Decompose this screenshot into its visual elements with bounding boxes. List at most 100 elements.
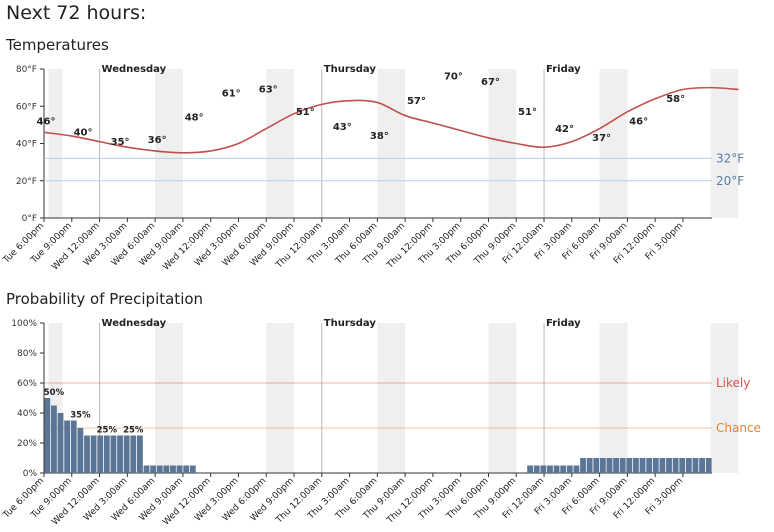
precipitation-chart-title: Probability of Precipitation [6, 290, 204, 308]
temp-data-label: 67° [481, 77, 500, 88]
temp-data-label: 46° [37, 116, 56, 127]
temp-data-label: 58° [666, 94, 685, 105]
temp-data-label: 35° [111, 137, 130, 148]
precip-bar [672, 458, 679, 473]
temperature-chart-title: Temperatures [6, 36, 109, 54]
precip-data-label: 25% [123, 426, 144, 436]
precip-day-label: Wednesday [102, 318, 167, 329]
precip-bar [189, 465, 196, 473]
temp-data-label: 51° [296, 107, 315, 118]
precip-bar [533, 465, 540, 473]
precip-bar [130, 435, 137, 473]
temperature-line [43, 86, 739, 154]
temp-data-label: 36° [148, 135, 167, 146]
temp-data-label: 37° [592, 133, 611, 144]
precip-bar [586, 458, 593, 473]
precip-bar [51, 405, 57, 473]
precip-bar [633, 458, 639, 473]
temp-data-label: 61° [222, 88, 241, 99]
precip-data-label: 50% [44, 388, 65, 398]
precip-bar [593, 458, 600, 473]
precip-bar [566, 465, 573, 473]
precip-y-tick-label: 0% [23, 469, 38, 479]
temp-shade-band [266, 69, 295, 218]
precip-bar [705, 458, 712, 473]
precip-data-label: 25% [97, 426, 118, 436]
precip-bar [70, 420, 77, 473]
precip-shade-band [377, 323, 406, 473]
temp-data-label: 40° [74, 128, 93, 139]
temp-shade-band [155, 69, 183, 218]
temp-reference-label: 20°F [716, 174, 744, 188]
precip-bar [613, 458, 620, 473]
precip-bar [176, 465, 183, 473]
precip-shade-band [599, 323, 628, 473]
precip-bar [580, 458, 586, 473]
precip-bar [90, 435, 97, 473]
precip-bar [170, 465, 176, 473]
temp-y-tick-label: 0°F [22, 214, 37, 224]
temp-data-label: 51° [518, 107, 537, 118]
precip-bar [77, 428, 84, 473]
precip-bar [659, 458, 666, 473]
precip-bar [560, 465, 567, 473]
temp-y-tick-label: 80°F [16, 65, 37, 75]
temp-y-tick-label: 40°F [16, 140, 37, 150]
precip-bar [123, 435, 130, 473]
temp-data-label: 38° [370, 131, 389, 142]
page-title: Next 72 hours: [6, 2, 147, 24]
precip-bar [606, 458, 613, 473]
precip-bar [156, 465, 163, 473]
temp-reference-label: 32°F [716, 151, 744, 165]
temp-shade-band [377, 69, 406, 218]
precip-day-label: Friday [546, 318, 581, 329]
precip-bar [666, 458, 672, 473]
precip-bar [692, 458, 699, 473]
precip-bar [97, 435, 104, 473]
precip-bar [84, 435, 90, 473]
precip-bar [626, 458, 633, 473]
precip-shade-band [155, 323, 183, 473]
precip-y-tick-label: 100% [11, 319, 37, 329]
precip-bar [44, 398, 51, 473]
temp-day-label: Wednesday [102, 64, 167, 75]
precip-bar [619, 458, 626, 473]
precip-day-label: Thursday [324, 318, 377, 329]
precip-bar [699, 458, 705, 473]
precip-shade-band [488, 323, 517, 473]
precip-shade-band [710, 323, 739, 473]
temp-data-label: 57° [407, 96, 426, 107]
temp-data-label: 42° [555, 124, 574, 135]
precip-y-tick-label: 80% [17, 349, 37, 359]
temp-data-label: 70° [444, 72, 463, 83]
precip-bar [573, 465, 580, 473]
precip-bar [639, 458, 646, 473]
precip-bar [103, 435, 110, 473]
precip-bar [527, 465, 534, 473]
precip-bar [163, 465, 170, 473]
temperature-chart: Wednesday Thursday Friday 0°F 20°F 40°F 60°F 80… [1, 64, 744, 273]
precip-bar [110, 435, 117, 473]
precip-bar [57, 413, 64, 473]
precip-y-tick-label: 60% [17, 379, 37, 389]
precip-bar [183, 465, 190, 473]
temp-data-label: 46° [629, 116, 648, 127]
temp-shade-band [599, 69, 628, 218]
temp-shade-band [710, 69, 739, 218]
precip-reference-label: Likely [716, 376, 750, 390]
precip-bar [652, 458, 659, 473]
precip-y-tick-label: 20% [17, 439, 37, 449]
precip-data-label: 35% [70, 411, 91, 421]
temp-day-label: Thursday [324, 64, 377, 75]
temp-y-tick-label: 20°F [16, 177, 37, 187]
temp-y-tick-label: 60°F [16, 102, 37, 112]
temp-data-label: 48° [185, 113, 204, 124]
temp-data-label: 43° [333, 122, 352, 133]
precip-bar [136, 435, 143, 473]
precip-bar [547, 465, 553, 473]
precip-reference-label: Chance [716, 421, 761, 435]
precip-bar [150, 465, 157, 473]
precip-bar [540, 465, 547, 473]
precip-bar [117, 435, 123, 473]
precip-bar [143, 465, 150, 473]
